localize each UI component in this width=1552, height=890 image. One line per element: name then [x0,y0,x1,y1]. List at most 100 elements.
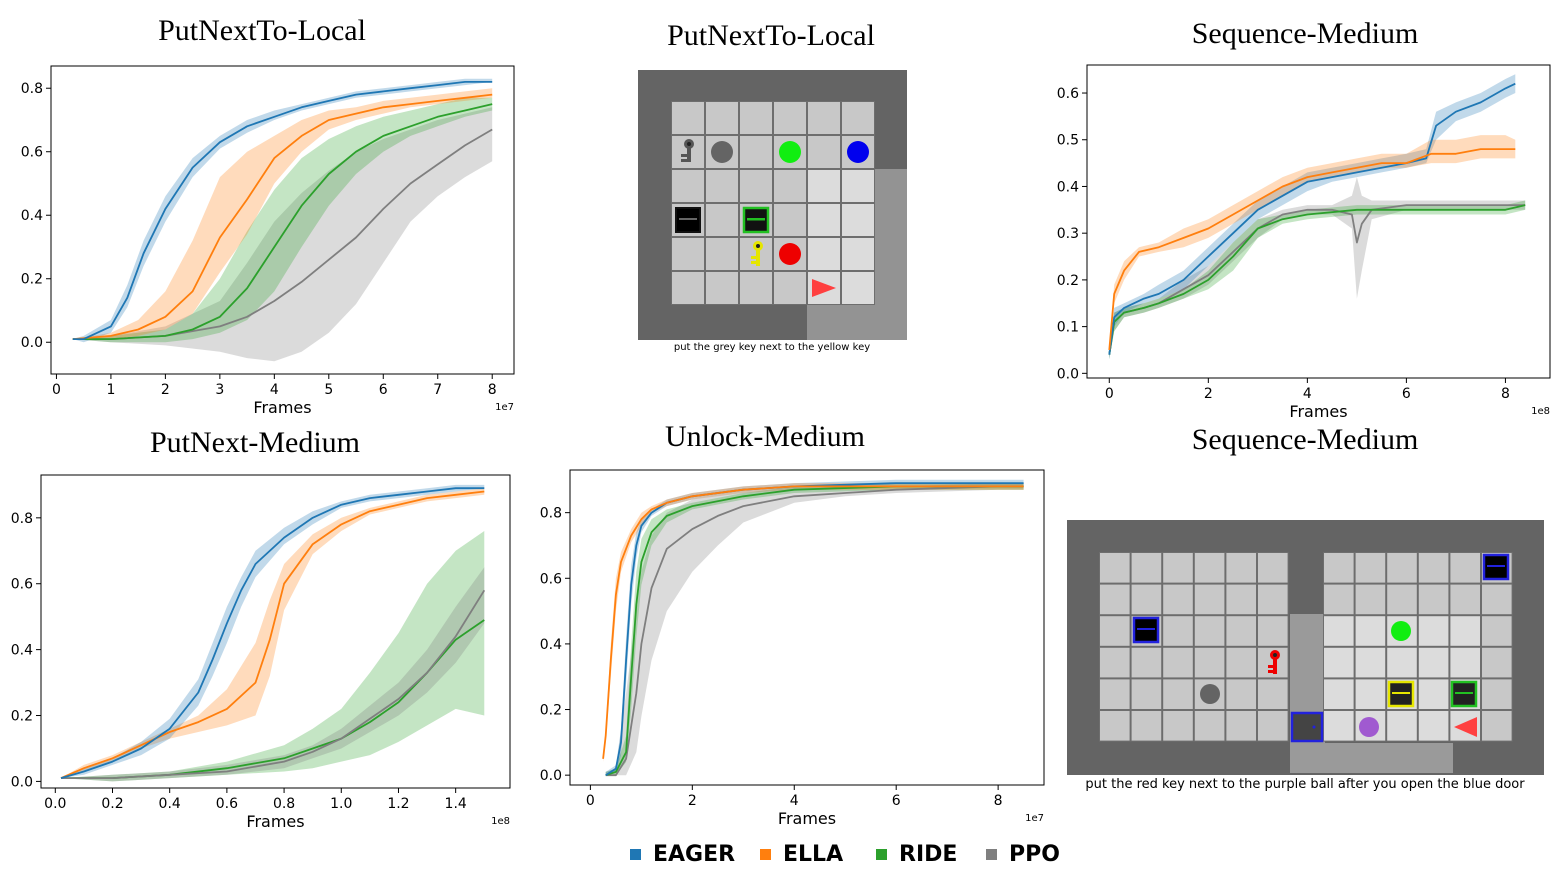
legend-swatch [630,849,641,860]
grid-cell [739,135,773,169]
x-tick-label: 0 [52,382,61,398]
grid-cell [1354,552,1387,584]
grid-cell [807,237,841,271]
legend-item-eager: EAGER [630,842,735,867]
yellow-key-icon [751,241,763,266]
grid-cell [1257,678,1289,711]
x-tick-label: 0 [1105,386,1114,402]
y-tick-label: 0.4 [540,637,562,653]
gridworld-putnextto-local [638,70,907,340]
grid-cell [1099,646,1131,679]
grid-cell [1257,710,1289,742]
x-tick-label: 8 [488,382,497,398]
grid-cell [1323,678,1355,711]
grid-cell [1162,710,1194,742]
y-tick-label: 0.0 [540,768,562,784]
grid-cell [841,271,875,305]
grid-cell [671,271,705,305]
x-tick-label: 6 [1402,386,1411,402]
grid-cell [1099,552,1131,584]
agent-arrow-icon [812,279,836,297]
x-tick-label: 0 [586,793,595,809]
y-tick-label: 0.4 [1057,179,1079,195]
grid-cell [1386,583,1418,616]
grid-cell [1417,583,1450,616]
yellow-box-icon [1387,680,1415,708]
grid-cell [1386,552,1418,584]
x-tick-label: 7 [433,382,442,398]
series-line-ride [72,103,493,341]
x-tick-label: 4 [790,793,799,809]
x-axis-label: Frames [778,809,836,828]
series-line-ella [1108,148,1516,351]
y-tick-label: 0.0 [1057,366,1079,382]
y-tick-label: 0.4 [21,208,43,224]
grid-cell [739,169,773,203]
legend-swatch [986,849,997,860]
confidence-band-ppo [605,483,1024,776]
grid-cell [1257,583,1289,616]
grid-cell [1162,678,1194,711]
grid-title-sequence-medium: Sequence-Medium [1191,423,1419,456]
grid-cell [671,101,705,135]
grid-cell [1449,615,1482,647]
grid-objects [1132,553,1510,743]
grid-cell [1354,678,1387,711]
grid-cell [705,169,739,203]
y-tick-label: 0.2 [1057,273,1079,289]
series-line-ella [72,93,493,340]
grid-cell [1417,552,1450,584]
grid-cell [1162,583,1194,616]
y-tick-label: 0.6 [11,577,33,593]
x-tick-label: 0.2 [101,796,123,812]
grid-cell [773,101,807,135]
grid-cell [1130,583,1163,616]
grid-cell [1481,615,1513,647]
blue-box-icon [1482,553,1510,581]
x-axis-label: Frames [1289,402,1347,421]
grid-cell [705,203,739,237]
grey-key-icon [681,139,694,162]
blue-ball-icon [847,141,869,163]
grid-cell [705,101,739,135]
grid-cell [841,237,875,271]
y-tick-label: 0.8 [11,511,33,527]
x-axis-multiplier: 1e8 [1531,406,1550,417]
y-tick-label: 0.0 [21,335,43,351]
x-tick-label: 1.2 [387,796,409,812]
grid-cell [1481,710,1513,742]
x-axis-multiplier: 1e8 [491,816,510,827]
series-line-eager [72,81,493,341]
x-tick-label: 0.0 [44,796,66,812]
grid-cell [1193,583,1226,616]
grid-cell [671,237,705,271]
red-key-icon [1268,650,1280,674]
agent-arrow-icon [1454,717,1477,737]
confidence-band-ella [603,483,1024,762]
chart-putnextto-local: 0 1 2 3 4 5 6 7 8 0.0 0.2 0.4 0.6 0.8 Frames 1e7 [21,65,515,417]
grid-cell [1225,678,1258,711]
grid-cell [1323,552,1355,584]
x-tick-label: 8 [994,793,1003,809]
green-box-icon [1450,680,1478,708]
y-tick-label: 0.0 [11,774,33,790]
grid-caption-putnextto-local: put the grey key next to the yellow key [673,342,871,353]
confidence-band-ella [1109,135,1516,355]
grid-cell [1386,710,1418,742]
blue-box-icon [1132,616,1160,644]
y-tick-label: 0.8 [540,506,562,522]
chart-sequence-medium: 0 2 4 6 8 0.0 0.1 0.2 0.3 0.4 0.5 0.6 Frames 1e8 [1057,64,1551,421]
grid-cell [1193,615,1226,647]
confidence-band-ella [72,88,493,340]
x-tick-label: 2 [1204,386,1213,402]
x-tick-label: 1.0 [330,796,352,812]
chart-title-putnext-medium: PutNext-Medium [150,426,360,459]
grid-cell [807,135,841,169]
series-line-ride [1108,204,1526,355]
series-line-ppo [605,485,1024,777]
grey-ball-icon [1200,684,1220,704]
grid-cell [773,271,807,305]
grid-cell [773,203,807,237]
legend: EAGER ELLA RIDE PPO [0,838,1552,878]
